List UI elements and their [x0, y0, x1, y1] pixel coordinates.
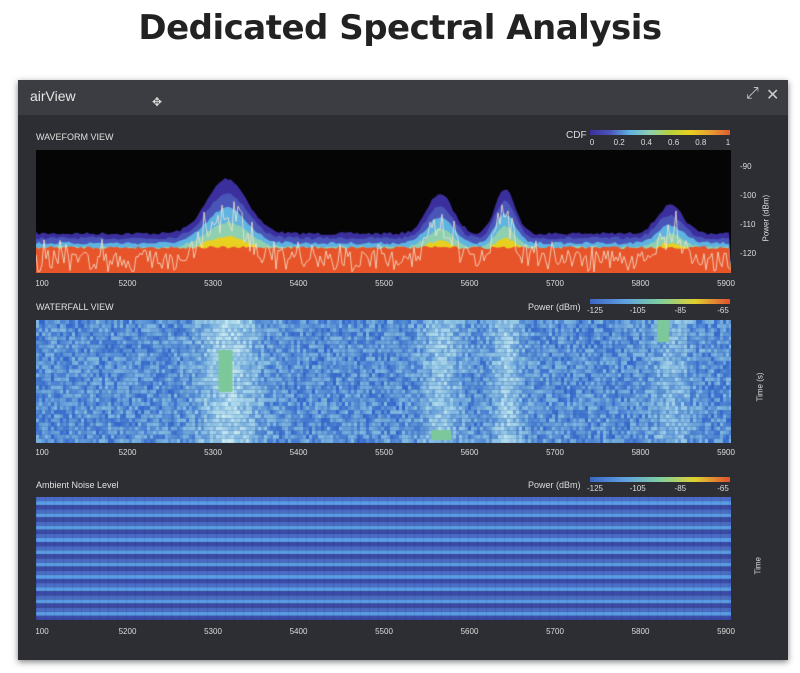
ambient-y-label: Time	[753, 557, 763, 575]
waterfall-legend-tick: -125	[586, 306, 604, 315]
cdf-tick: 0.6	[668, 138, 680, 147]
y-tick: -90	[740, 162, 752, 171]
ambient-legend-tick: -125	[586, 484, 604, 493]
x-tick: 5300	[204, 279, 222, 288]
ambient-colorbar	[590, 477, 730, 482]
y-tick: -120	[740, 249, 757, 258]
cdf-tick: 1	[725, 138, 731, 147]
ambient-title: Ambient Noise Level	[36, 480, 119, 490]
waterfall-legend-tick: -85	[674, 306, 687, 315]
x-tick: 5500	[375, 279, 393, 288]
headline: Dedicated Spectral Analysis	[138, 8, 662, 48]
x-tick: 5800	[631, 448, 650, 457]
ambient-legend-tick: -85	[674, 484, 687, 493]
cdf-legend-label: CDF	[566, 130, 587, 141]
x-tick: 5600	[460, 448, 479, 457]
airview-window: airView ✥ ⤢ ✕ WAVEFORM VIEW CDF 0 0.2 0.4 0…	[18, 80, 788, 660]
move-icon[interactable]: ✥	[152, 95, 163, 109]
waterfall-y-label: Time (s)	[755, 372, 765, 402]
cdf-tick: 0.4	[640, 138, 652, 147]
waveform-title: WAVEFORM VIEW	[36, 132, 114, 142]
x-tick: 5600	[460, 627, 479, 636]
x-tick: 5800	[631, 279, 650, 288]
ambient-legend-tick: -65	[717, 484, 729, 493]
x-tick: 5900	[717, 627, 735, 636]
ambient-plot[interactable]	[36, 497, 731, 620]
x-tick: 5700	[546, 448, 564, 457]
cdf-tick: 0.2	[613, 138, 625, 147]
waterfall-legend-tick: -65	[717, 306, 729, 315]
cdf-tick: 0.8	[695, 138, 707, 147]
close-icon[interactable]: ✕	[766, 87, 780, 104]
waterfall-legend-tick: -105	[629, 306, 646, 315]
x-tick: 100	[35, 448, 49, 457]
x-tick: 5400	[289, 279, 308, 288]
waterfall-legend-label: Power (dBm)	[528, 302, 581, 312]
cdf-tick: 0	[589, 138, 595, 147]
x-tick: 5900	[717, 279, 735, 288]
expand-icon[interactable]: ⤢	[746, 85, 759, 102]
x-tick: 100	[35, 627, 49, 636]
waterfall-title: WATERFALL VIEW	[36, 302, 114, 312]
waterfall-plot[interactable]	[36, 320, 731, 443]
x-tick: 5700	[546, 279, 564, 288]
window-title: airView	[30, 88, 76, 104]
x-tick: 5500	[375, 627, 393, 636]
x-tick: 5700	[546, 627, 564, 636]
x-tick: 100	[35, 279, 49, 288]
title-bar[interactable]: airView ✥ ⤢ ✕	[18, 80, 788, 115]
waveform-y-label: Power (dBm)	[761, 194, 771, 242]
waterfall-colorbar	[590, 299, 730, 304]
y-tick: -100	[740, 191, 757, 200]
x-tick: 5600	[460, 279, 479, 288]
ambient-legend-tick: -105	[629, 484, 646, 493]
x-tick: 5500	[375, 448, 393, 457]
ambient-legend-label: Power (dBm)	[528, 480, 581, 490]
y-tick: -110	[740, 220, 756, 229]
x-tick: 5400	[289, 448, 308, 457]
x-tick: 5300	[204, 448, 222, 457]
x-tick: 5200	[118, 627, 137, 636]
x-tick: 5900	[717, 448, 735, 457]
x-tick: 5200	[118, 448, 137, 457]
x-tick: 5400	[289, 627, 308, 636]
waveform-plot[interactable]	[36, 150, 731, 273]
x-tick: 5300	[204, 627, 222, 636]
x-tick: 5200	[118, 279, 137, 288]
x-tick: 5800	[631, 627, 650, 636]
cdf-colorbar	[590, 130, 730, 135]
